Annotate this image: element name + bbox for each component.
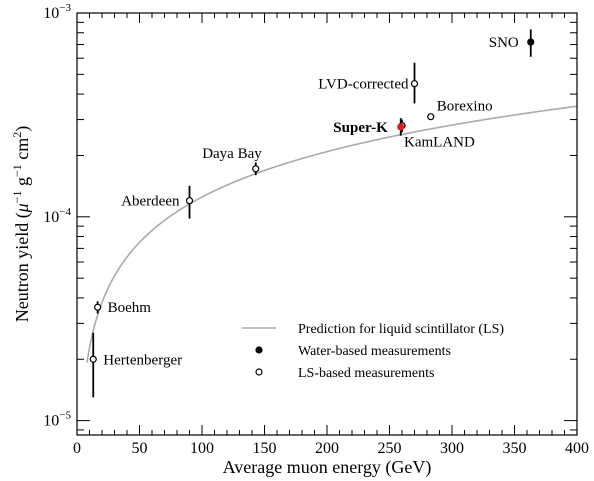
label-kamland: KamLAND [404,135,475,151]
legend-label: Prediction for liquid scintillator (LS) [298,322,504,337]
label-borexino: Borexino [437,99,493,115]
marker-super-k [397,123,405,131]
label-aberdeen: Aberdeen [121,194,180,210]
label-boehm: Boehm [108,300,152,316]
marker-lvd-corrected [410,80,419,88]
marker-boehm [94,303,102,311]
x-tick-label: 400 [565,440,589,457]
marker-daya-bay [252,165,260,173]
label-daya-bay: Daya Bay [202,146,262,162]
marker-sno [527,38,535,46]
plot-frame [76,12,578,436]
x-tick-label: 150 [253,440,277,457]
x-tick-label: 100 [190,440,214,457]
marker-aberdeen [185,197,194,205]
y-tick-label: 10−4 [43,206,71,226]
legend-label: Water-based measurements [298,344,451,359]
label-super-k: Super-K [333,120,388,136]
label-lvd-corrected: LVD-corrected [318,77,409,93]
y-axis-label: Neutron yield (μ−1 g−1 cm2) [10,126,33,323]
data-points-layer [89,29,535,398]
label-sno: SNO [489,35,519,51]
x-axis-label: Average muon energy (GeV) [223,457,432,478]
legend-marker-sample [255,368,263,376]
legend: Prediction for liquid scintillator (LS) W… [242,322,504,381]
prediction-curve [86,105,578,363]
x-tick-label: 50 [132,440,148,457]
legend-label: LS-based measurements [298,366,434,381]
y-tick-label: 10−3 [43,2,71,22]
x-tick-label: 0 [73,440,81,457]
prediction-curve-layer [86,105,578,363]
x-tick-label: 300 [440,440,464,457]
marker-hertenberger [89,355,97,363]
data-point-labels: Hertenberger Boehm Aberdeen Daya Bay LVD-cor… [103,35,519,368]
axis-tick-labels: 0 50 100 150 200 250 300 350 400 10−5 10−4 10−3 [43,2,589,457]
legend-marker-sample [255,346,263,354]
x-tick-label: 200 [315,440,339,457]
y-tick-label: 10−5 [43,410,71,430]
label-hertenberger: Hertenberger [103,352,182,368]
axis-ticks [76,12,578,435]
x-tick-label: 350 [503,440,527,457]
marker-borexino [427,113,435,121]
x-tick-label: 250 [378,440,402,457]
